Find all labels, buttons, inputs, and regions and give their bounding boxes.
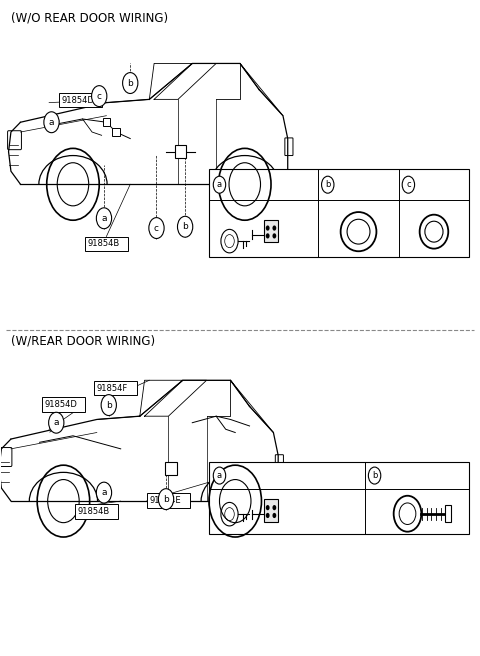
Bar [264, 220, 278, 243]
Text: a: a [217, 471, 222, 480]
Text: b: b [325, 180, 330, 189]
Text: 91854D: 91854D [44, 400, 77, 409]
Bar [95, 381, 137, 396]
Text: 91513A: 91513A [211, 226, 241, 234]
Circle shape [266, 234, 270, 239]
Circle shape [266, 226, 270, 231]
Text: (W/O REAR DOOR WIRING): (W/O REAR DOOR WIRING) [11, 11, 168, 24]
Circle shape [368, 467, 381, 484]
Text: (W/REAR DOOR WIRING): (W/REAR DOOR WIRING) [11, 335, 155, 348]
Bar [209, 462, 469, 534]
Text: a: a [101, 488, 107, 497]
Bar [103, 118, 110, 126]
Circle shape [92, 86, 107, 106]
Text: 91854B: 91854B [87, 239, 120, 248]
Bar [264, 499, 278, 522]
Text: b: b [182, 222, 188, 232]
Text: c: c [96, 92, 102, 100]
Circle shape [44, 112, 59, 133]
Text: 91854F: 91854F [97, 384, 128, 392]
Text: 91768A: 91768A [336, 180, 369, 189]
Text: 91219: 91219 [211, 245, 235, 254]
Circle shape [178, 216, 193, 237]
Text: 91514: 91514 [383, 471, 409, 480]
Bar [85, 237, 128, 251]
Bar [59, 93, 102, 107]
Circle shape [101, 395, 116, 415]
Circle shape [273, 513, 276, 518]
Circle shape [266, 513, 270, 518]
Circle shape [273, 234, 276, 239]
Text: a: a [49, 117, 54, 127]
Circle shape [213, 467, 226, 484]
Circle shape [48, 412, 64, 433]
Text: 91713: 91713 [417, 180, 444, 189]
Circle shape [273, 226, 276, 231]
Text: 91219: 91219 [211, 523, 235, 532]
Text: 91413: 91413 [211, 216, 236, 225]
Circle shape [149, 218, 164, 239]
Text: b: b [372, 471, 377, 480]
Bar [175, 145, 186, 158]
Text: 91513A: 91513A [211, 505, 241, 514]
Bar [209, 169, 469, 257]
Text: a: a [217, 180, 222, 189]
Text: c: c [406, 180, 411, 189]
Text: a: a [53, 419, 59, 427]
Circle shape [402, 176, 415, 193]
Text: c: c [154, 224, 159, 233]
Text: b: b [163, 495, 169, 504]
Bar [42, 398, 85, 411]
Text: 91413: 91413 [211, 495, 236, 504]
Circle shape [322, 176, 334, 193]
Text: b: b [106, 401, 112, 409]
Bar [165, 462, 177, 475]
Circle shape [273, 505, 276, 510]
Circle shape [158, 489, 174, 510]
Text: 91854B: 91854B [78, 507, 110, 516]
Circle shape [96, 482, 112, 503]
Circle shape [213, 176, 226, 193]
Bar [147, 493, 190, 508]
Circle shape [266, 505, 270, 510]
Text: 91854E: 91854E [149, 496, 181, 505]
Text: b: b [127, 79, 133, 87]
Bar [112, 128, 120, 136]
Circle shape [122, 73, 138, 94]
Circle shape [96, 208, 112, 229]
Text: a: a [101, 214, 107, 223]
Bar [445, 505, 451, 522]
Text: 91854D: 91854D [61, 96, 94, 104]
Bar [75, 504, 118, 519]
